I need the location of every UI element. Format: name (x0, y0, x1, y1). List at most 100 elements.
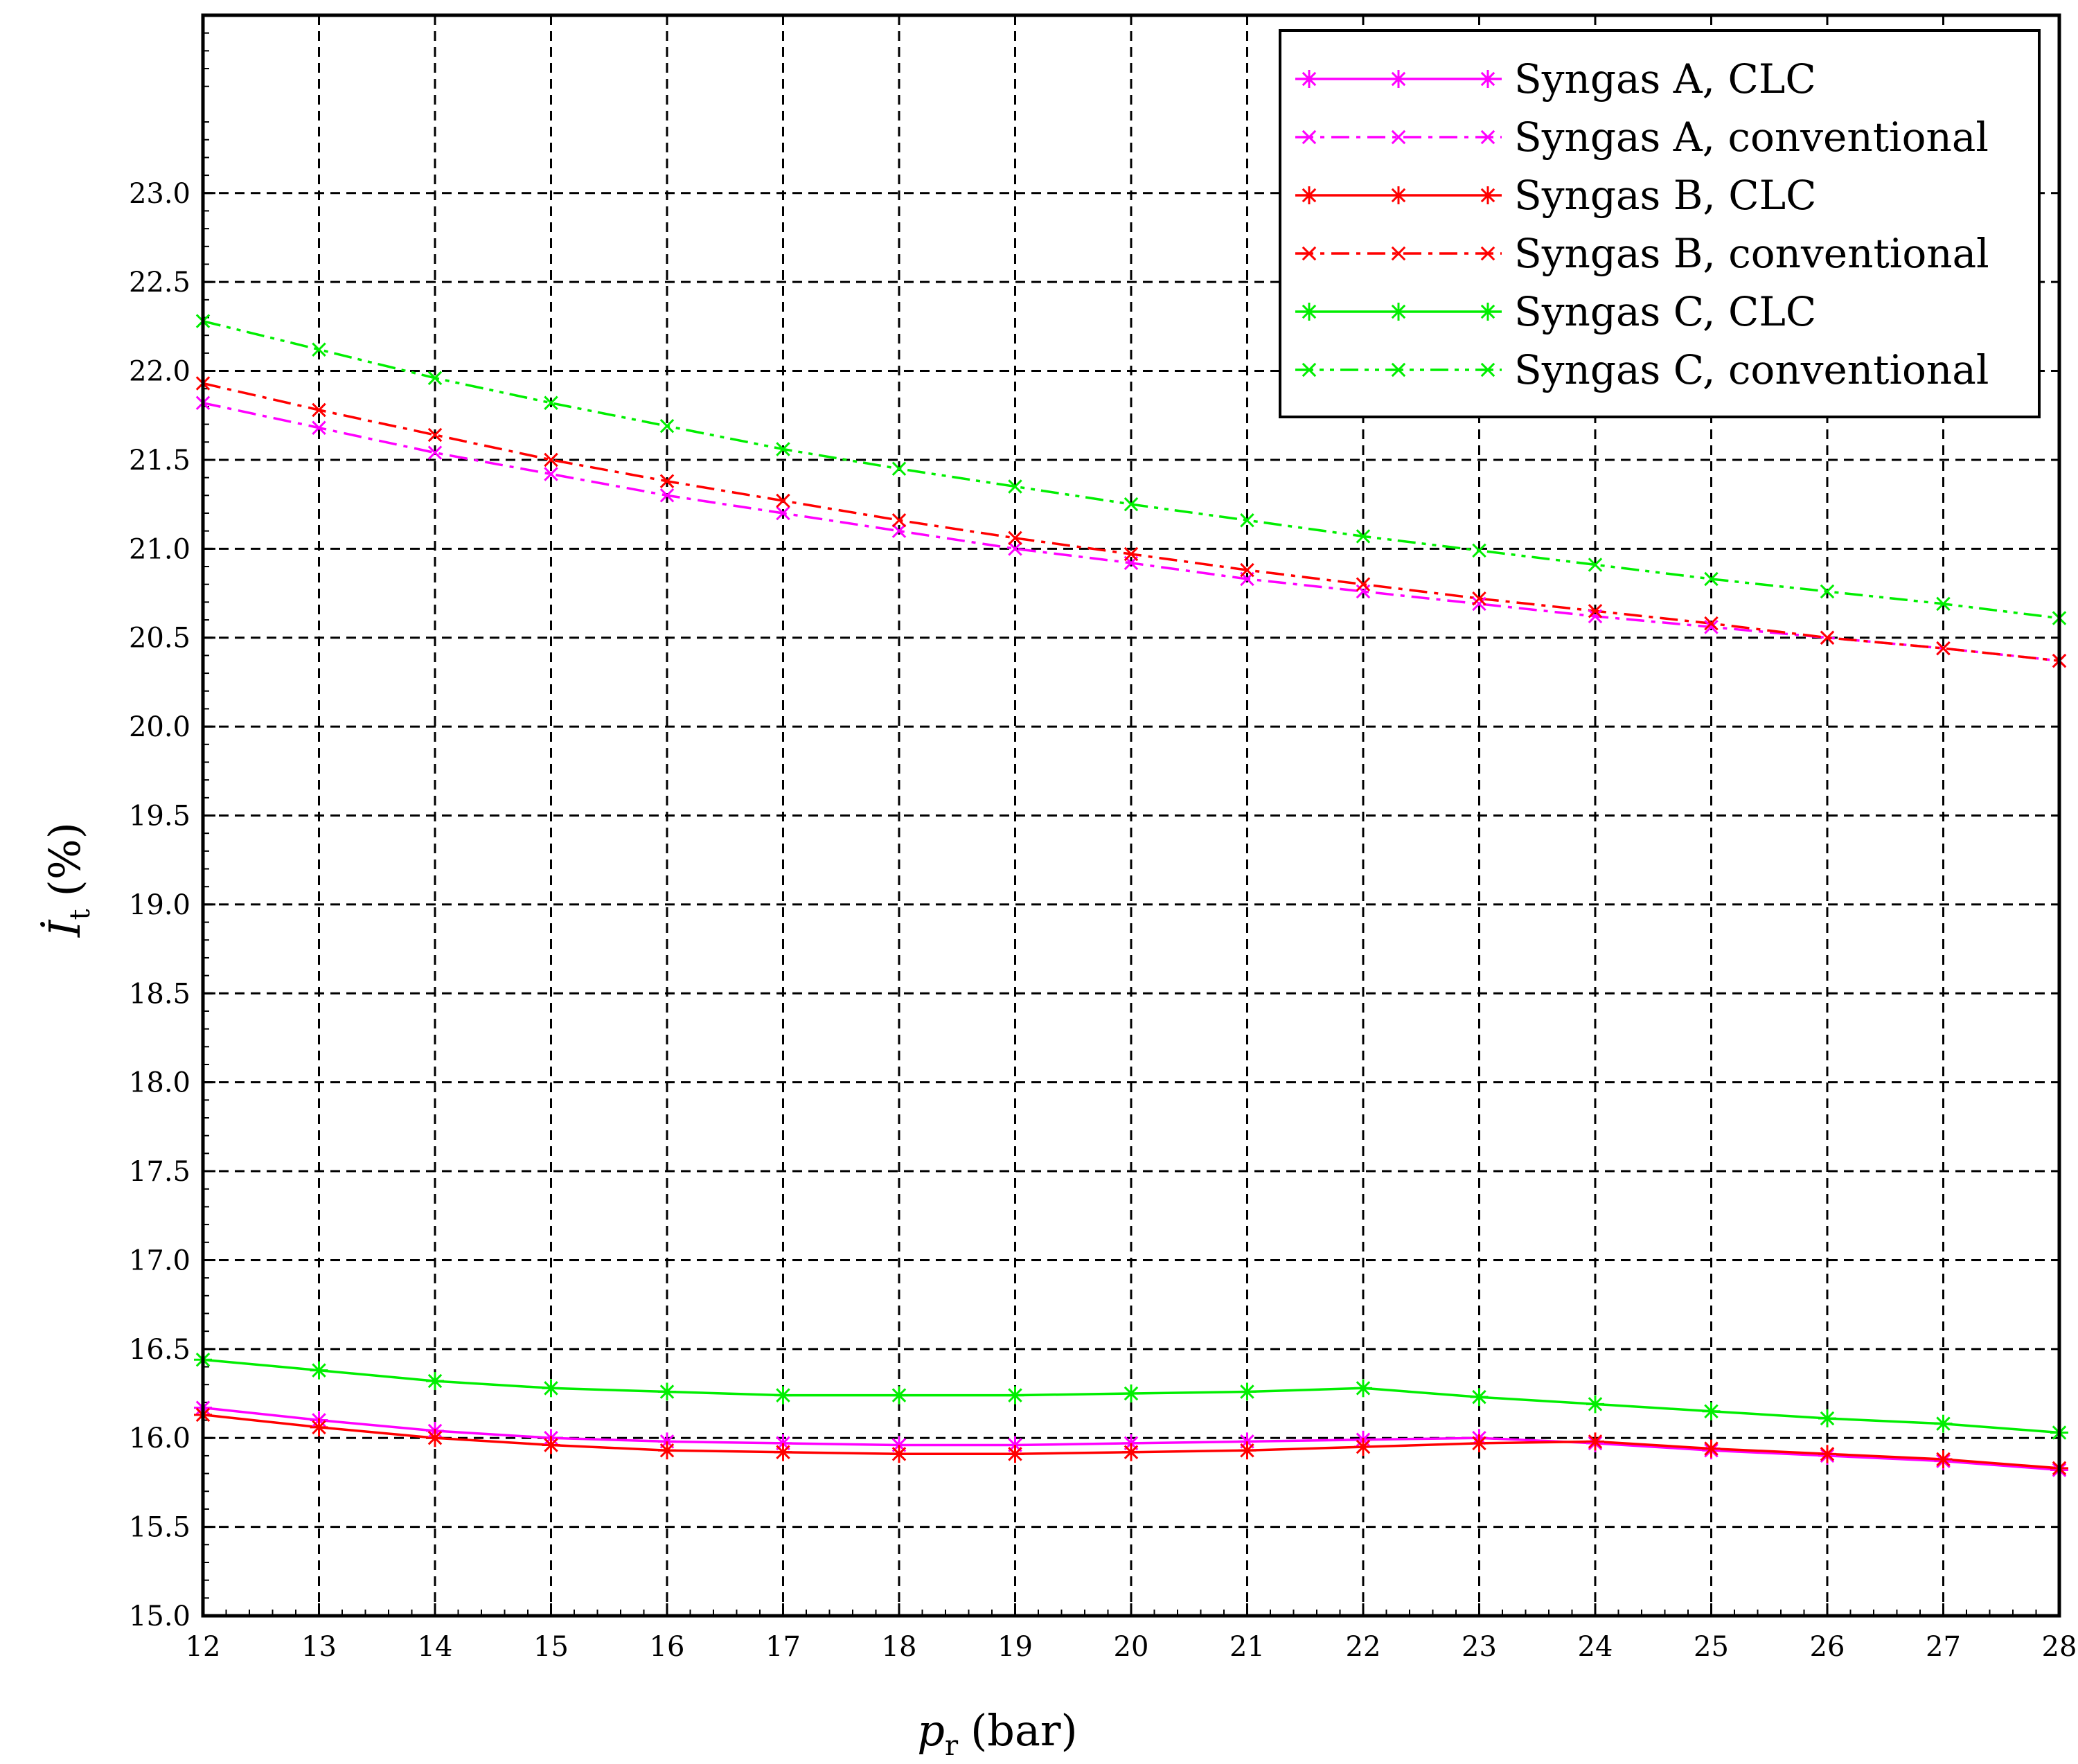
star-marker (1238, 1382, 1256, 1401)
x-marker (1391, 362, 1406, 377)
x-marker (891, 513, 907, 528)
star-marker (1122, 1384, 1140, 1403)
x-tick-label: 22 (1346, 1631, 1381, 1663)
x-marker (544, 452, 558, 467)
x-tick-label: 27 (1926, 1631, 1961, 1663)
x-tick-labels: 12 13 14 15 16 17 18 19 20 21 22 23 24 25 26 27 28 (186, 1631, 2077, 1663)
star-marker (658, 1441, 676, 1460)
x-marker (312, 420, 326, 435)
x-tick-label: 17 (765, 1631, 801, 1663)
y-tick-label: 22.5 (129, 267, 190, 299)
y-axis-unit: (%) (39, 822, 90, 896)
star-marker (542, 1379, 560, 1398)
marker-stroke (1302, 246, 1317, 261)
marker-stroke (427, 445, 443, 460)
legend-box (1279, 29, 2041, 418)
marker-stroke (1588, 609, 1603, 624)
x-marker (891, 461, 907, 476)
x-marker (1008, 542, 1022, 556)
x-marker (1704, 616, 1719, 631)
marker-stroke (1588, 558, 1603, 572)
marker-stroke (659, 474, 675, 489)
x-axis-unit: (bar) (970, 1705, 1078, 1756)
legend-entry: Syngas B, conventional (1295, 230, 1989, 277)
x-tick-label: 15 (533, 1631, 569, 1663)
marker-stroke (1820, 630, 1835, 645)
marker-stroke (544, 395, 558, 411)
x-marker (1472, 543, 1486, 558)
x-marker (1588, 558, 1603, 572)
x-marker (1480, 362, 1495, 377)
star-marker (310, 1418, 328, 1436)
marker-stroke (1302, 130, 1317, 145)
x-marker (659, 418, 675, 434)
x-marker (659, 488, 675, 503)
star-marker (1354, 1379, 1372, 1398)
x-axis-symbol: p (917, 1705, 945, 1756)
y-tick-label: 20.5 (129, 623, 190, 654)
y-tick-label: 16.0 (129, 1423, 190, 1454)
marker-stroke (1356, 577, 1371, 591)
marker-stroke (1124, 546, 1139, 562)
marker-stroke (544, 467, 558, 481)
x-tick-label: 21 (1229, 1631, 1265, 1663)
star-marker (1238, 1441, 1256, 1460)
star-marker (1470, 1434, 1489, 1452)
legend-label: Syngas C, conventional (1514, 346, 1989, 393)
star-marker (1300, 186, 1318, 204)
legend-label: Syngas B, conventional (1514, 230, 1989, 277)
x-marker (312, 402, 326, 418)
y-tick-label: 15.0 (129, 1601, 190, 1632)
x-axis-subscript: r (945, 1730, 959, 1762)
legend-label: Syngas A, conventional (1514, 114, 1989, 161)
x-marker (891, 524, 907, 538)
star-marker (426, 1429, 444, 1447)
x-marker (544, 395, 558, 411)
star-marker (1300, 70, 1318, 88)
x-tick-label: 24 (1578, 1631, 1613, 1663)
series-points (195, 314, 2067, 625)
marker-stroke (1480, 362, 1495, 377)
marker-stroke (544, 452, 558, 467)
y-tick-label: 18.5 (129, 978, 190, 1010)
legend: Syngas A, CLC Syngas A, conventional Synga… (1279, 29, 2041, 418)
star-marker (774, 1386, 792, 1405)
x-marker (1124, 546, 1139, 562)
y-tick-label: 19.0 (129, 889, 190, 921)
y-axis-title: İt (%) (39, 822, 96, 938)
x-marker (427, 427, 443, 443)
x-marker (1240, 562, 1254, 578)
star-marker (1479, 186, 1497, 204)
y-tick-label: 22.0 (129, 356, 190, 388)
marker-stroke (1391, 130, 1406, 145)
marker-stroke (776, 506, 790, 521)
marker-stroke (312, 420, 326, 435)
x-tick-label: 25 (1694, 1631, 1729, 1663)
star-marker (1586, 1432, 1604, 1451)
marker-stroke (1704, 620, 1719, 634)
y-tick-label: 17.5 (129, 1156, 190, 1188)
x-marker (544, 467, 558, 481)
legend-entry: Syngas C, CLC (1295, 288, 1816, 335)
x-tick-label: 23 (1462, 1631, 1497, 1663)
x-tick-label: 12 (186, 1631, 221, 1663)
x-tick-label: 16 (650, 1631, 685, 1663)
series-markers (194, 314, 2068, 1479)
marker-stroke (1472, 596, 1486, 612)
star-marker (890, 1445, 908, 1463)
star-marker (1818, 1409, 1836, 1427)
marker-stroke (1008, 479, 1022, 494)
legend-label: Syngas C, CLC (1514, 288, 1816, 335)
x-marker (1356, 577, 1371, 591)
marker-stroke (427, 427, 443, 443)
marker-stroke (1480, 246, 1495, 261)
marker-stroke (1391, 362, 1406, 377)
star-marker (1470, 1388, 1489, 1407)
marker-stroke (1240, 562, 1254, 578)
marker-stroke (1472, 543, 1486, 558)
marker-stroke (1588, 603, 1603, 618)
star-marker (1389, 70, 1407, 88)
marker-stroke (1356, 529, 1371, 544)
x-tick-label: 13 (301, 1631, 337, 1663)
